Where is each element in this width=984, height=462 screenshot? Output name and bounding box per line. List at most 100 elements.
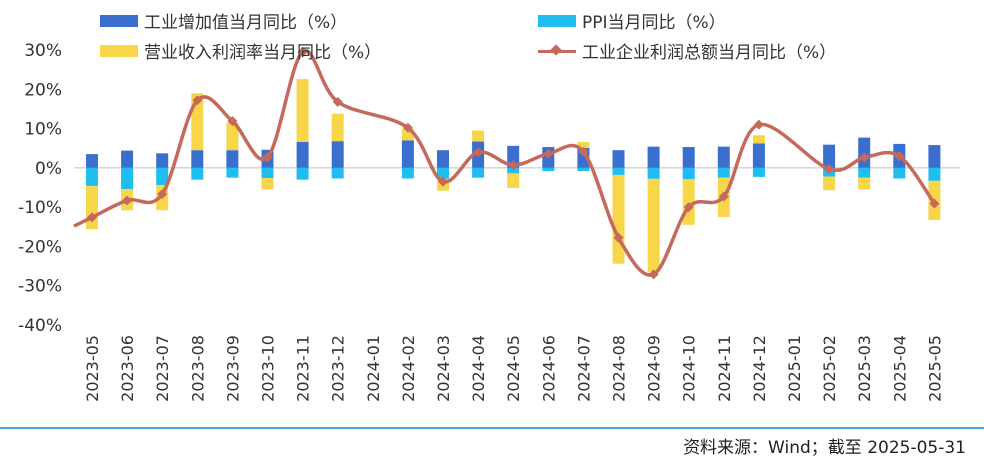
x-tick-label: 2024-05 <box>504 335 523 402</box>
bar-segment <box>717 146 730 168</box>
profit-point <box>332 96 343 107</box>
profit-point <box>824 164 835 175</box>
x-tick-label: 2023-06 <box>118 335 137 402</box>
x-tick-label: 2025-02 <box>820 335 839 402</box>
bar-segment <box>296 167 309 180</box>
x-tick-label: 2024-07 <box>574 335 593 402</box>
x-tick-label: 2024-03 <box>434 335 453 402</box>
legend-label-margin: 营业收入利润率当月同比（%） <box>144 43 382 63</box>
bar-segment <box>401 167 414 179</box>
bar-segment <box>752 135 765 144</box>
profit-point <box>683 202 694 213</box>
bar-segment <box>647 146 660 168</box>
y-tick-label: 20% <box>24 80 62 100</box>
profit-point <box>543 148 554 159</box>
bar-segment <box>331 167 344 179</box>
bar-segment <box>296 141 309 168</box>
bar-segment <box>401 128 414 141</box>
legend-label-profit: 工业企业利润总额当月同比（%） <box>582 43 837 63</box>
bar-segment <box>752 167 765 177</box>
bar-segment <box>823 144 836 168</box>
x-tick-label: 2023-10 <box>259 335 278 402</box>
bar-segment <box>507 173 520 188</box>
legend-margin: 营业收入利润率当月同比（%） <box>100 38 381 63</box>
profit-point <box>227 116 238 127</box>
profit-point <box>929 198 940 209</box>
bar-segment <box>296 79 309 142</box>
profit-point <box>122 195 133 206</box>
x-tick-label: 2024-08 <box>610 335 629 402</box>
bar-segment <box>121 167 134 190</box>
profit-point <box>578 146 589 157</box>
bar-segment <box>331 113 344 142</box>
bar-segment <box>331 141 344 168</box>
bar-segment <box>647 167 660 179</box>
bar-segment <box>401 140 414 168</box>
bar-segment <box>261 178 274 190</box>
profit-point <box>157 189 168 200</box>
y-tick-label: -40% <box>18 316 62 336</box>
profit-point <box>859 152 870 163</box>
bar-segment <box>612 174 625 264</box>
bar-segment <box>472 130 485 142</box>
bar-segment <box>86 185 98 230</box>
bar-segment <box>577 167 590 171</box>
bar-segment <box>121 150 134 168</box>
legend-swatch-ppi <box>538 14 576 27</box>
x-tick-label: 2024-02 <box>399 335 418 402</box>
y-tick-label: 30% <box>24 41 62 61</box>
y-tick-label: -30% <box>18 277 62 297</box>
legend-swatch-industrial-va <box>100 14 138 27</box>
x-tick-label: 2025-05 <box>925 335 944 402</box>
x-tick-label: 2023-07 <box>153 335 172 402</box>
x-tick-label: 2025-03 <box>855 335 874 402</box>
bar-segment <box>858 177 871 190</box>
x-tick-label: 2023-12 <box>329 335 348 402</box>
legend-swatch-margin <box>100 44 138 57</box>
bar-segment <box>156 167 169 186</box>
footer-rule <box>0 427 984 429</box>
bar-segment <box>86 154 98 168</box>
x-tick-label: 2024-01 <box>364 335 383 402</box>
source-note: 资料来源：Wind；截至 2025-05-31 <box>683 438 966 458</box>
bar-segment <box>507 145 520 168</box>
x-tick-label: 2023-09 <box>223 335 242 402</box>
bar-segment <box>823 176 836 191</box>
bar-segment <box>612 167 625 175</box>
bar-segment <box>437 150 449 168</box>
legend-label-ppi: PPI当月同比（%） <box>582 13 726 33</box>
x-tick-label: 2024-10 <box>680 335 699 402</box>
bar-segment <box>752 143 765 168</box>
y-tick-label: -20% <box>18 237 62 257</box>
profit-point <box>192 95 203 106</box>
bar-segment <box>191 167 204 180</box>
profit-point <box>297 46 308 57</box>
profit-point <box>473 147 484 158</box>
bar-segment <box>858 167 871 178</box>
bar-segment <box>577 141 590 148</box>
bar-segment <box>717 167 730 178</box>
bar-segment <box>437 167 449 179</box>
y-tick-label: 10% <box>24 120 62 140</box>
profit-point <box>508 160 519 171</box>
profit-point <box>613 232 624 243</box>
profit-point <box>753 119 764 130</box>
bar-segment <box>928 145 941 168</box>
x-tick-label: 2023-11 <box>294 335 313 402</box>
legend-label-industrial-va: 工业增加值当月同比（%） <box>144 13 348 33</box>
bar-segment <box>261 167 274 179</box>
bar-segment <box>156 153 169 168</box>
bar-segment <box>191 150 204 168</box>
legend-swatch-profit <box>538 45 576 57</box>
profit-point <box>718 191 729 202</box>
x-tick-label: 2025-01 <box>785 335 804 402</box>
x-tick-label: 2023-08 <box>188 335 207 402</box>
bar-segment <box>86 167 98 186</box>
chart: 30% 20% 10% 0% -10% -20% -30% -40% 2023-05 2023-0… <box>18 41 960 402</box>
bar-segment <box>472 167 485 178</box>
x-tick-label: 2024-12 <box>750 335 769 402</box>
profit-point <box>894 151 905 162</box>
x-tick-label: 2024-06 <box>539 335 558 402</box>
bar-segment <box>226 167 239 178</box>
legend-ppi: PPI当月同比（%） <box>538 8 726 33</box>
